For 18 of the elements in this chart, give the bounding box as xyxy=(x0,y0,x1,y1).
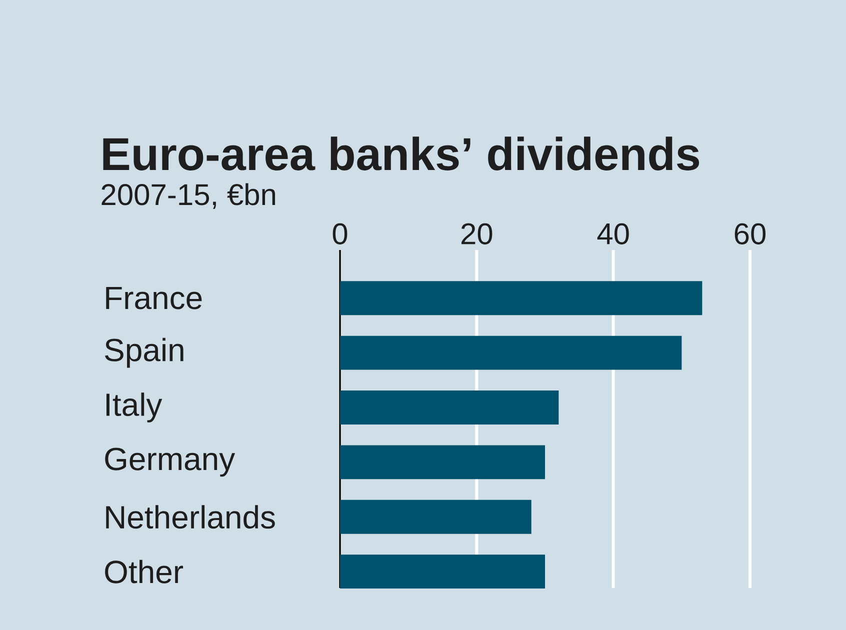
x-tick-label: 60 xyxy=(734,223,766,244)
bar xyxy=(340,281,702,316)
y-tick-label: Germany xyxy=(105,448,236,477)
bar xyxy=(340,336,682,370)
x-tick-label: 20 xyxy=(462,223,492,244)
bar xyxy=(340,390,559,424)
y-tick-label: Italy xyxy=(106,392,162,422)
chart-title: Euro-area banks’ dividends xyxy=(103,136,700,170)
bar xyxy=(340,554,546,589)
x-tick-label: 40 xyxy=(597,223,629,244)
bar xyxy=(340,500,532,534)
y-tick-label: France xyxy=(106,286,202,310)
chart-subtitle: 2007-15, €bn xyxy=(102,183,276,209)
bar xyxy=(340,445,546,480)
y-tick-label: Other xyxy=(105,560,184,584)
y-tick-label: Netherlands xyxy=(106,505,275,529)
y-tick-label: Spain xyxy=(104,338,184,368)
x-tick-label: 0 xyxy=(332,223,348,244)
